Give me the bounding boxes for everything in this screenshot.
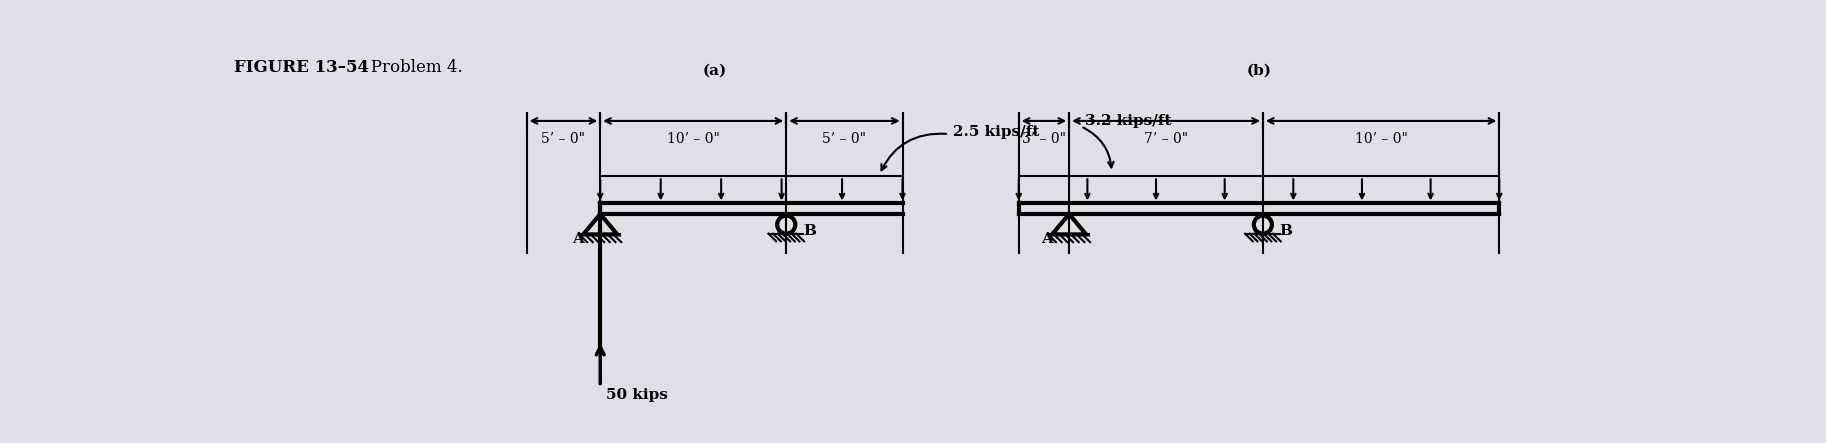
Text: A: A (573, 232, 584, 246)
Text: 5’ – 0": 5’ – 0" (542, 132, 586, 146)
Text: 5’ – 0": 5’ – 0" (822, 132, 866, 146)
Text: 3.2 kips/ft: 3.2 kips/ft (1085, 114, 1170, 128)
Text: Problem 4.: Problem 4. (354, 59, 462, 76)
Text: B: B (803, 224, 816, 238)
Text: 10’ – 0": 10’ – 0" (666, 132, 719, 146)
Text: A: A (1041, 232, 1054, 246)
Text: B: B (1280, 224, 1293, 238)
Text: 3’ – 0": 3’ – 0" (1023, 132, 1066, 146)
Text: FIGURE 13–54: FIGURE 13–54 (234, 59, 369, 76)
Text: (a): (a) (703, 64, 727, 78)
Text: 7’ – 0": 7’ – 0" (1143, 132, 1189, 146)
Text: 10’ – 0": 10’ – 0" (1355, 132, 1408, 146)
Text: 2.5 kips/ft: 2.5 kips/ft (953, 124, 1039, 139)
Text: 50 kips: 50 kips (606, 388, 668, 402)
Text: (b): (b) (1247, 64, 1271, 78)
